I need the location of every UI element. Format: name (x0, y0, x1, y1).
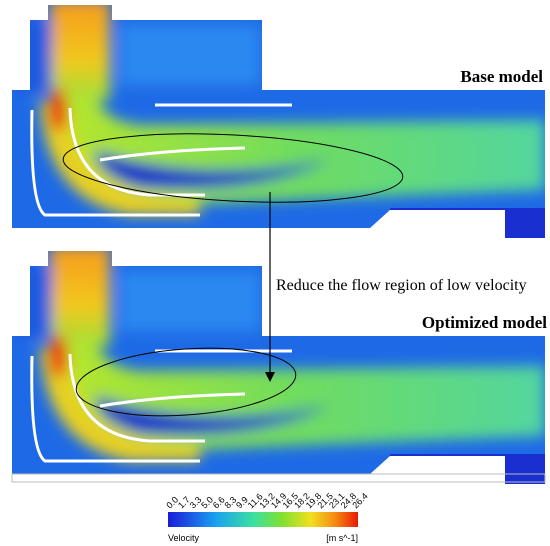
arrowhead (265, 372, 275, 382)
colorbar-title: Velocity (168, 533, 200, 543)
outline (11, 473, 546, 483)
low-velocity-region (75, 347, 297, 417)
colorbar: Velocity [m s^-1] 0.01.73.35.06.68.39.91… (164, 491, 369, 543)
base-field (0, 0, 550, 248)
panel-label: Optimized model (422, 313, 547, 332)
low-velocity-region (62, 133, 404, 203)
panel-label: Base model (460, 67, 543, 86)
annotation: Reduce the flow region of low velocity (276, 277, 527, 294)
colorbar-scale (168, 512, 358, 527)
colorbar-unit: [m s^-1] (326, 533, 358, 543)
